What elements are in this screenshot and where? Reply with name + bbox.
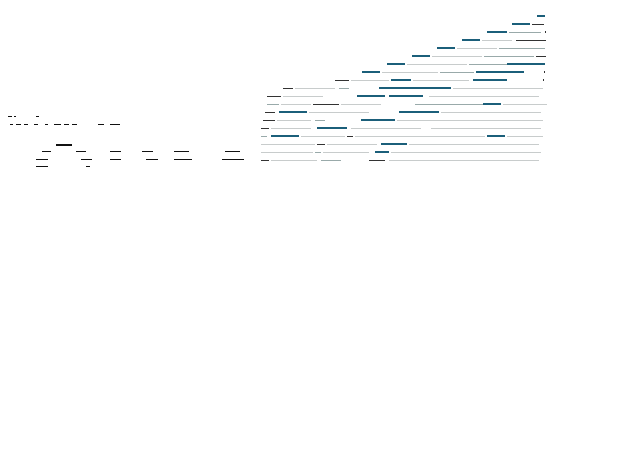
toolbar-item[interactable] [16, 124, 21, 125]
bar-row[interactable] [261, 127, 547, 130]
toolbar-item[interactable] [54, 124, 61, 125]
tree-node[interactable] [110, 151, 121, 152]
toolbar-item[interactable] [34, 124, 38, 125]
bar-row[interactable] [510, 23, 547, 26]
toolbar-item[interactable] [64, 124, 69, 125]
right-panel [255, 10, 550, 170]
tree-node[interactable] [110, 159, 121, 160]
tree-node[interactable] [174, 151, 189, 152]
bar-row[interactable] [333, 79, 547, 82]
bar-row[interactable] [537, 15, 547, 18]
header-mark [8, 116, 12, 117]
header-mark [14, 116, 16, 117]
toolbar-item[interactable] [110, 124, 120, 125]
bar-row[interactable] [435, 47, 547, 50]
tree-node[interactable] [86, 166, 90, 167]
tree-node[interactable] [36, 166, 48, 167]
tree-level-2 [34, 159, 250, 162]
bar-row[interactable] [259, 151, 547, 154]
tree-root-line [56, 144, 72, 146]
tree-node[interactable] [42, 151, 51, 152]
tree-node[interactable] [76, 151, 86, 152]
tree-node[interactable] [222, 159, 244, 160]
bar-row[interactable] [265, 103, 547, 106]
tree-level-3 [34, 166, 104, 169]
tree-node[interactable] [36, 159, 48, 160]
bar-row[interactable] [259, 143, 547, 146]
bar-row[interactable] [385, 63, 547, 66]
bar-row[interactable] [263, 119, 547, 122]
bar-row[interactable] [460, 39, 547, 42]
toolbar-item[interactable] [72, 124, 77, 125]
toolbar-item[interactable] [98, 124, 104, 125]
left-panel [0, 110, 250, 180]
tree-node[interactable] [146, 159, 158, 160]
tree-node[interactable] [174, 159, 192, 160]
left-toolbar [10, 124, 122, 128]
bar-row[interactable] [259, 159, 547, 162]
tree-node[interactable] [81, 159, 92, 160]
toolbar-item[interactable] [45, 124, 48, 125]
bar-row[interactable] [259, 135, 547, 138]
tree-node[interactable] [225, 151, 240, 152]
header-mark [36, 116, 39, 117]
bar-row[interactable] [283, 87, 547, 90]
bar-row[interactable] [410, 55, 547, 58]
bar-row[interactable] [265, 95, 547, 98]
bar-row[interactable] [263, 111, 547, 114]
toolbar-item[interactable] [10, 124, 13, 125]
tree-level-1 [40, 151, 250, 154]
toolbar-item[interactable] [24, 124, 28, 125]
tree-node[interactable] [142, 151, 153, 152]
bar-row[interactable] [360, 71, 547, 74]
bar-row[interactable] [485, 31, 547, 34]
